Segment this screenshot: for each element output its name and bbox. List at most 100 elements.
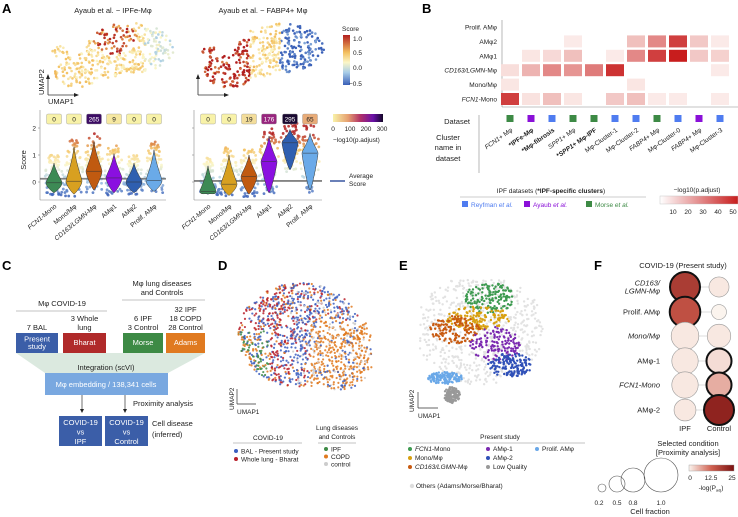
umap-cell-point [312,309,316,313]
umap-cell-point [125,30,129,34]
colorbar-f-title: -log(Padj) [699,485,724,493]
violin-cell-point [134,157,138,161]
umap-cell-point [103,67,107,70]
violin-cell-point [253,194,256,198]
umap-cell-point [274,41,278,44]
umap-cell-point [317,299,320,302]
umap-cell-point [299,62,303,66]
umap-other-point [474,292,477,295]
umap-cell-point [243,325,247,329]
umap-cell-point [154,51,157,54]
umap-other-point [449,303,453,306]
comparison-label: vs [77,428,85,437]
umap-other-point [519,312,522,315]
umap-cell-point [271,350,275,354]
umap-cell-point [283,340,286,343]
umap-other-point [479,348,482,351]
umap-cell-point [258,304,261,307]
umap-cell-point [354,319,357,323]
heatmap-cell [606,49,624,62]
umap-cell-point [314,48,318,51]
umap-cell-point [292,350,295,353]
plain-part: -Mφ [85,203,99,216]
umap-cell-point [287,299,290,302]
violin-cell-point [239,158,243,162]
umap-cell-point [262,50,266,54]
asterisk: * [508,142,514,149]
umap-cell-point [63,66,66,69]
violin-cell-point [56,154,60,157]
padj-badge-value: 0 [132,117,136,124]
umap-cell-point [469,315,472,318]
umap-cell-point [350,367,353,370]
heatmap-cell [543,93,561,105]
umap-y-label: UMAP2 [229,387,236,410]
umap-cell-point [491,329,495,333]
umap-cell-point [363,346,366,349]
umap-other-point [533,317,537,320]
umap-cell-point [269,45,273,48]
violin-cell-point [129,168,132,171]
umap-cell-point [499,284,503,288]
umap-cell-point [246,306,249,309]
umap-cell-point [454,399,457,402]
violin-cell-point [299,161,303,165]
umap-cell-point [461,324,465,327]
covid-header: Mφ COVID-19 [38,299,86,308]
umap-cell-point [134,29,137,33]
umap-other-point [431,297,435,301]
umap-cell-point [528,362,531,366]
plain-part: AMφ-1 [493,446,513,453]
violin-cell-point [136,168,140,171]
violin-cell-point [126,188,129,192]
umap-cell-point [269,338,272,341]
umap-cell-point [317,311,320,314]
umap-cell-point [247,346,251,349]
umap-cell-point [513,361,516,365]
legend-dot [234,457,238,461]
umap-cell-point [111,52,114,55]
umap-other-point [526,297,529,301]
umap-cell-point [275,340,278,343]
umap-cell-point [327,304,330,307]
umap-cell-point [342,309,345,313]
comparison-box [59,416,102,446]
violin-cell-point [285,170,289,174]
umap-other-point [458,358,461,362]
umap-cell-point [88,47,92,51]
umap-cell-point [298,41,301,44]
umap-cell-point [309,47,312,51]
umap-cell-point [339,307,342,310]
colorbar-b-tick: 10 [669,209,677,216]
umap-cell-point [273,297,276,300]
umap-cell-point [316,374,319,377]
umap-cell-point [513,336,517,340]
umap-cell-point [313,291,316,294]
umap-cell-point [324,320,327,323]
violin-cell-point [255,166,258,170]
umap-cell-point [343,302,346,305]
umap-cell-point [111,41,115,45]
umap-cell-point [291,337,294,340]
umap-cell-point [283,367,286,370]
umap-cell-point [259,302,263,305]
umap-cell-point [466,298,469,301]
umap-cell-point [242,60,245,64]
umap-cell-point [493,362,496,365]
umap-cell-point [249,360,253,363]
violin-cell-point [226,147,230,151]
umap-cell-point [299,45,303,49]
violin-cell-point [64,194,67,198]
umap-cell-point [324,303,328,307]
umap-cell-point [141,64,144,68]
panel-label-b: B [422,1,431,16]
umap-cell-point [343,298,346,301]
umap-cell-point [84,57,88,60]
umap-cell-point [277,333,280,337]
umap-cell-point [486,354,490,358]
umap-cell-point [349,365,353,368]
umap-cell-point [283,308,286,311]
umap-other-point [489,316,493,319]
heatmap-cell [690,49,708,62]
umap-cell-point [87,44,90,47]
